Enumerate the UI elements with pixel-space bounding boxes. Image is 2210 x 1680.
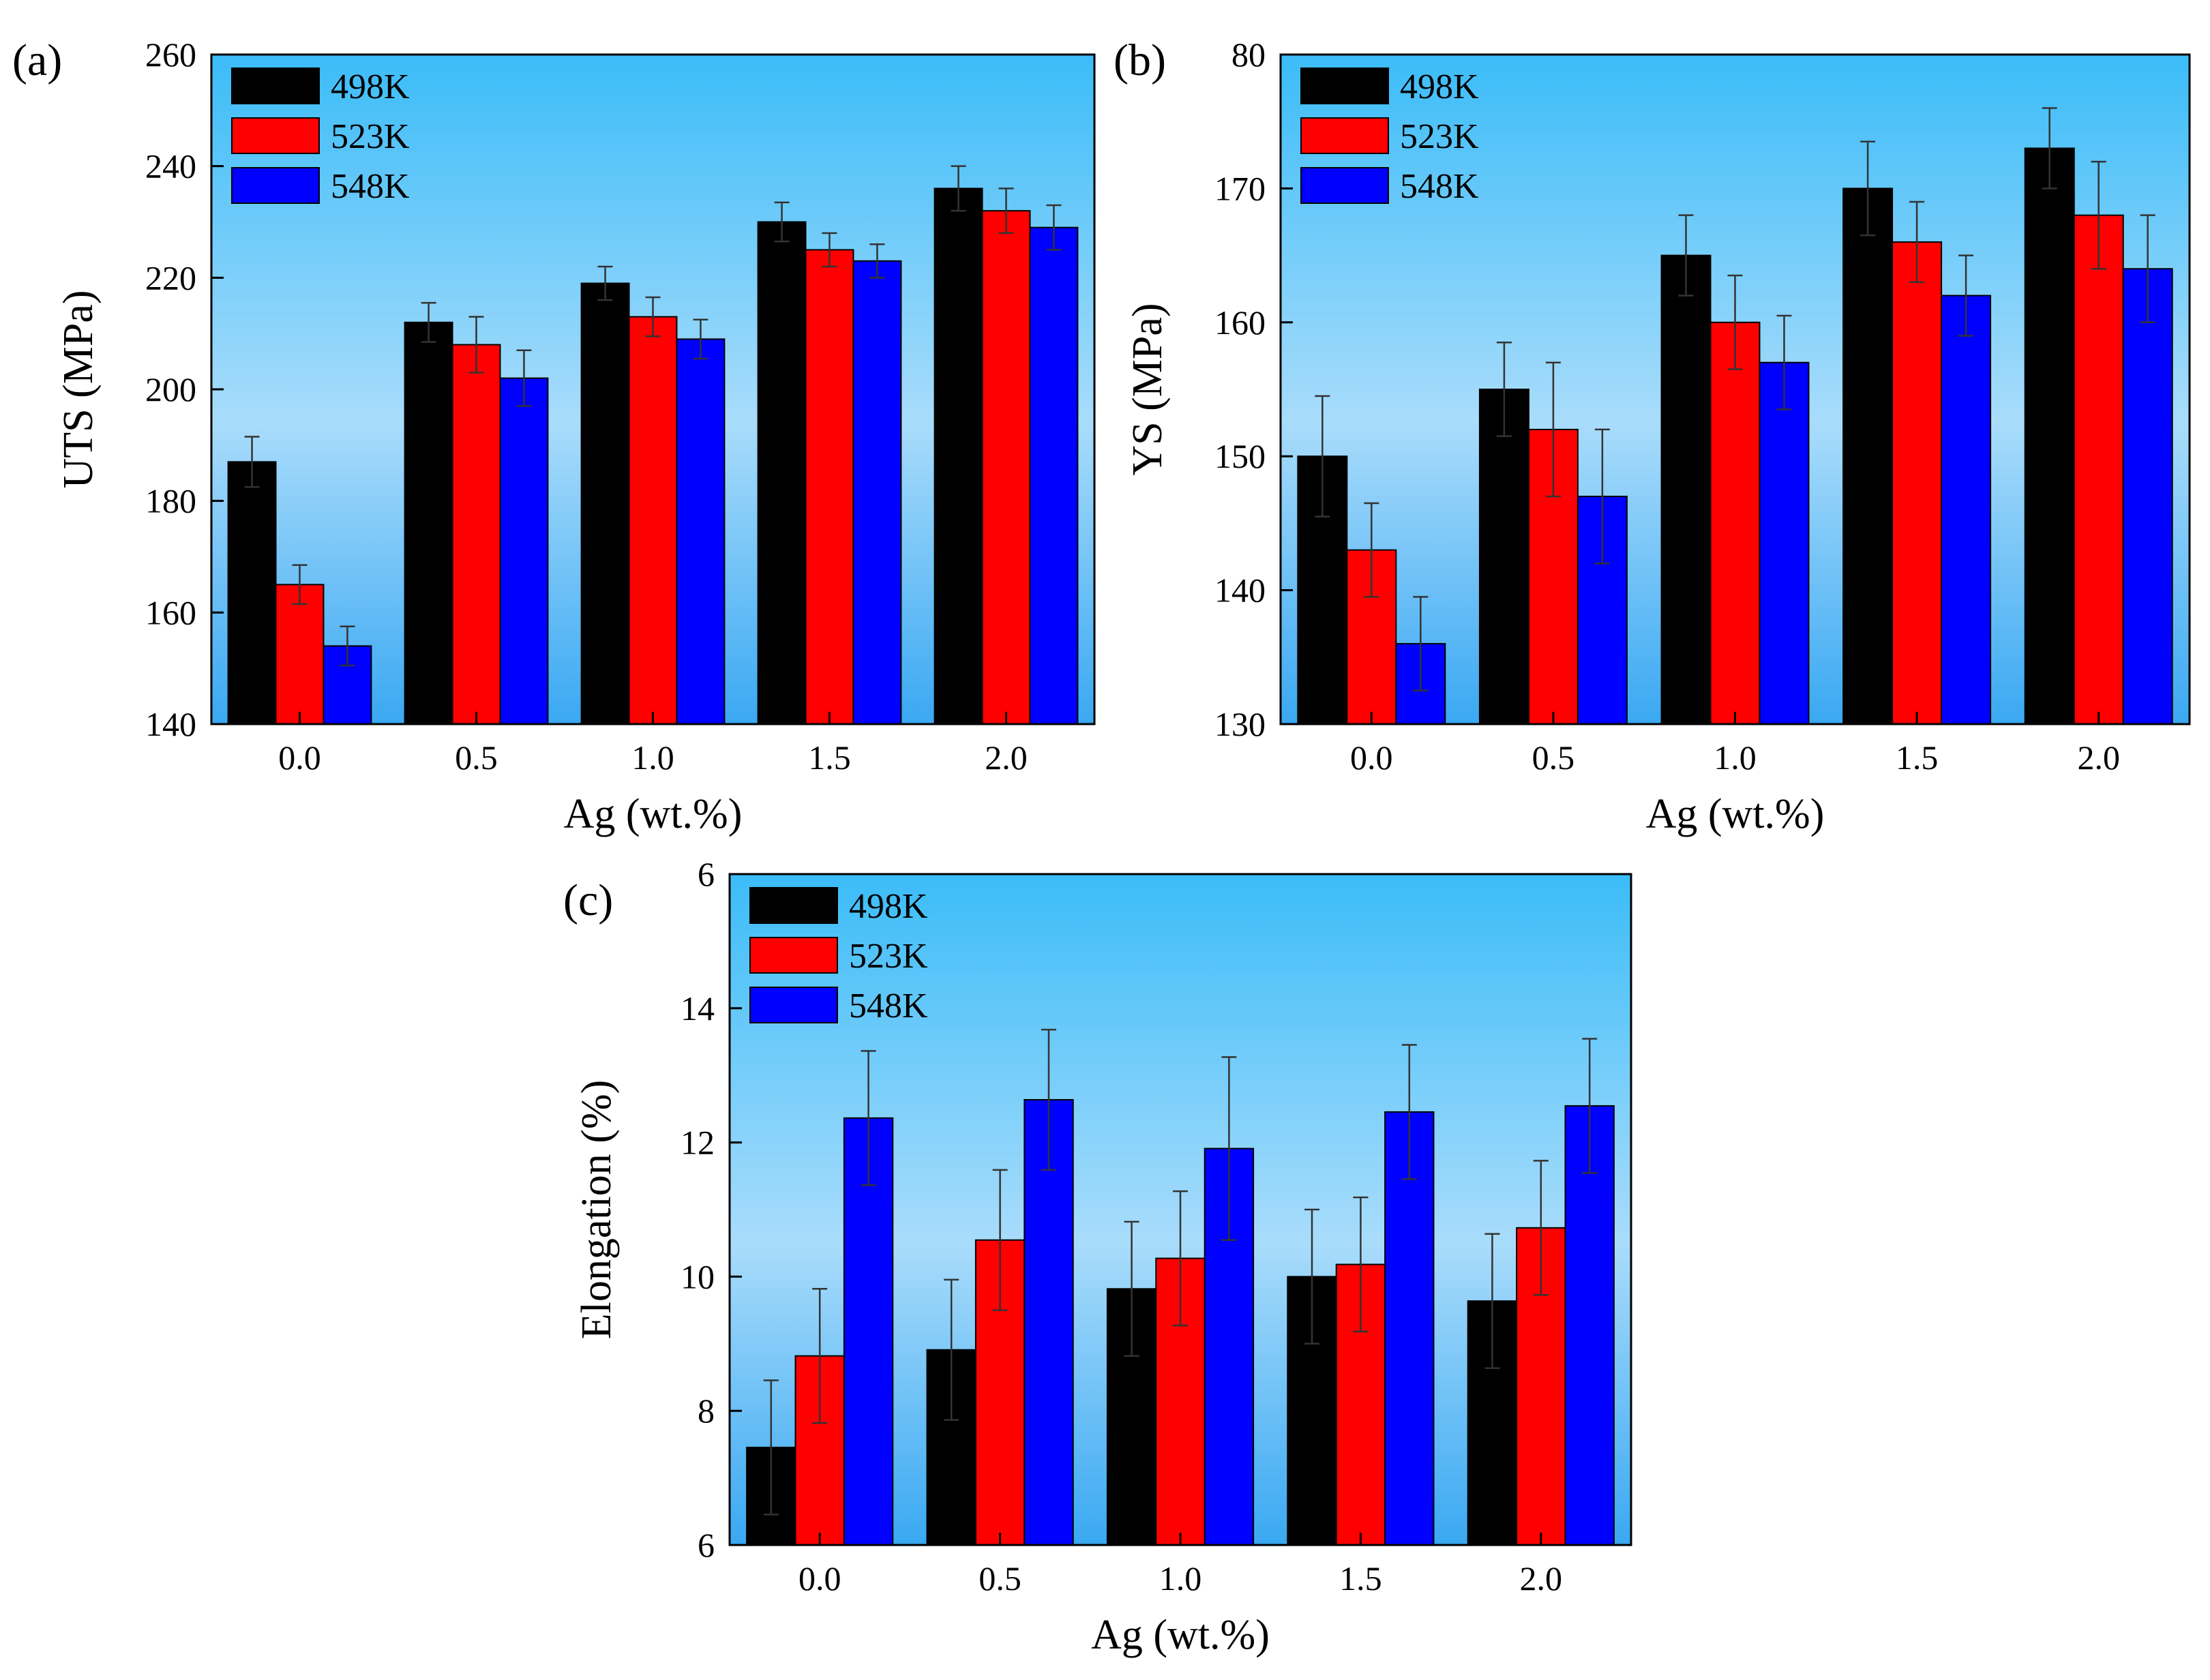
- bar: [404, 321, 453, 725]
- bar: [843, 1117, 894, 1546]
- x-axis-title: Ag (wt.%): [1091, 1612, 1270, 1658]
- chart-panels: 140 160 180 200 220 240 260 0.0 0.5 1.0 1.5 2.0 Ag (…: [12, 35, 2191, 1658]
- bar: [805, 249, 854, 725]
- y-tick-label: 150: [1214, 437, 1266, 475]
- y-tick-label: 130: [1214, 705, 1266, 743]
- legend-label: 523K: [331, 117, 410, 156]
- bar: [1842, 188, 1894, 725]
- bar: [1709, 321, 1761, 725]
- panel-label: (c): [563, 875, 613, 925]
- x-tick-label: 0.0: [1350, 738, 1393, 777]
- y-tick-label: 6: [698, 1526, 715, 1564]
- y-tick-label: 6: [698, 855, 715, 893]
- legend-swatch: [1300, 117, 1389, 154]
- x-tick-label: 2.0: [1520, 1559, 1563, 1597]
- y-tick-label: 200: [145, 370, 196, 408]
- y-tick-label: 260: [145, 35, 196, 74]
- y-tick-label: 180: [145, 482, 196, 520]
- y-tick-label: 240: [145, 147, 196, 185]
- y-axis-title: UTS (MPa): [55, 290, 102, 488]
- legend-swatch: [749, 987, 838, 1023]
- bar: [1024, 1098, 1074, 1546]
- y-tick-label: 12: [681, 1124, 715, 1162]
- bar: [2122, 268, 2173, 725]
- legend-swatch: [749, 887, 838, 924]
- y-tick-label: 14: [681, 989, 715, 1028]
- bar: [1564, 1105, 1615, 1546]
- legend-label: 498K: [849, 887, 928, 926]
- legend-label: 523K: [849, 937, 928, 976]
- y-tick-label: 170: [1214, 169, 1266, 207]
- panel-label: (a): [12, 35, 62, 85]
- y-axis-title: Elongation (%): [573, 1080, 620, 1340]
- x-tick-label: 1.0: [631, 738, 674, 777]
- x-tick-label: 1.5: [1339, 1559, 1382, 1597]
- legend-swatch: [231, 68, 320, 104]
- bar: [1941, 295, 1992, 725]
- legend-label: 548K: [849, 987, 928, 1025]
- x-tick-label: 0.0: [278, 738, 321, 777]
- x-tick-label: 1.0: [1159, 1559, 1202, 1597]
- legend-label: 548K: [1400, 167, 1479, 206]
- y-tick-label: 80: [1231, 35, 1266, 74]
- bar: [981, 210, 1031, 725]
- bar: [1892, 241, 1943, 725]
- bar: [2024, 147, 2075, 725]
- legend-label: 498K: [1400, 68, 1479, 106]
- legend-swatch: [1300, 167, 1389, 204]
- bar: [275, 584, 325, 725]
- x-axis-title: Ag (wt.%): [1646, 791, 1825, 837]
- x-tick-label: 0.5: [979, 1559, 1021, 1597]
- bar: [2073, 214, 2124, 725]
- bar: [1660, 254, 1712, 725]
- bar: [323, 645, 372, 725]
- bar: [852, 260, 902, 725]
- legend-swatch: [231, 167, 320, 204]
- y-tick-label: 140: [145, 705, 196, 743]
- y-tick-label: 8: [698, 1392, 715, 1430]
- bar: [676, 338, 726, 725]
- legend-swatch: [231, 117, 320, 154]
- bar: [227, 461, 277, 725]
- x-tick-label: 1.5: [1896, 738, 1939, 777]
- legend-swatch: [1300, 68, 1389, 104]
- panel-a: 140 160 180 200 220 240 260 0.0 0.5 1.0 1.5 2.0 Ag (…: [12, 35, 1096, 837]
- y-tick-label: 10: [681, 1257, 715, 1295]
- x-axis-title: Ag (wt.%): [564, 791, 743, 837]
- bar: [934, 188, 983, 725]
- panel-label: (b): [1114, 35, 1166, 85]
- legend-label: 523K: [1400, 117, 1479, 156]
- x-tick-label: 0.0: [798, 1559, 841, 1597]
- bar: [580, 282, 630, 725]
- x-tick-label: 2.0: [985, 738, 1028, 777]
- bar: [1029, 226, 1079, 725]
- bar: [1759, 361, 1810, 725]
- y-tick-label: 160: [1214, 303, 1266, 342]
- x-tick-label: 2.0: [2077, 738, 2120, 777]
- bar: [499, 377, 549, 725]
- bar: [628, 316, 678, 725]
- bar: [757, 221, 807, 725]
- legend-label: 498K: [331, 68, 410, 106]
- x-tick-label: 0.5: [1532, 738, 1575, 777]
- panel-b: 130 140 150 160 170 80 0.0 0.5 1.0 1.5 2.0 Ag (wt.%…: [1114, 35, 2191, 837]
- y-axis-title: YS (MPa): [1124, 303, 1171, 475]
- x-tick-label: 1.5: [808, 738, 851, 777]
- legend-swatch: [749, 937, 838, 974]
- x-tick-label: 1.0: [1714, 738, 1757, 777]
- panel-c: 6 8 10 12 14 6 0.0 0.5 1.0 1.5 2.0 Ag (wt.%) Elongat…: [563, 855, 1632, 1658]
- legend-label: 548K: [331, 167, 410, 206]
- y-tick-label: 160: [145, 593, 196, 631]
- bar: [1478, 389, 1529, 725]
- y-tick-label: 220: [145, 258, 196, 297]
- x-tick-label: 0.5: [455, 738, 498, 777]
- bar: [451, 344, 501, 725]
- y-tick-label: 140: [1214, 571, 1266, 610]
